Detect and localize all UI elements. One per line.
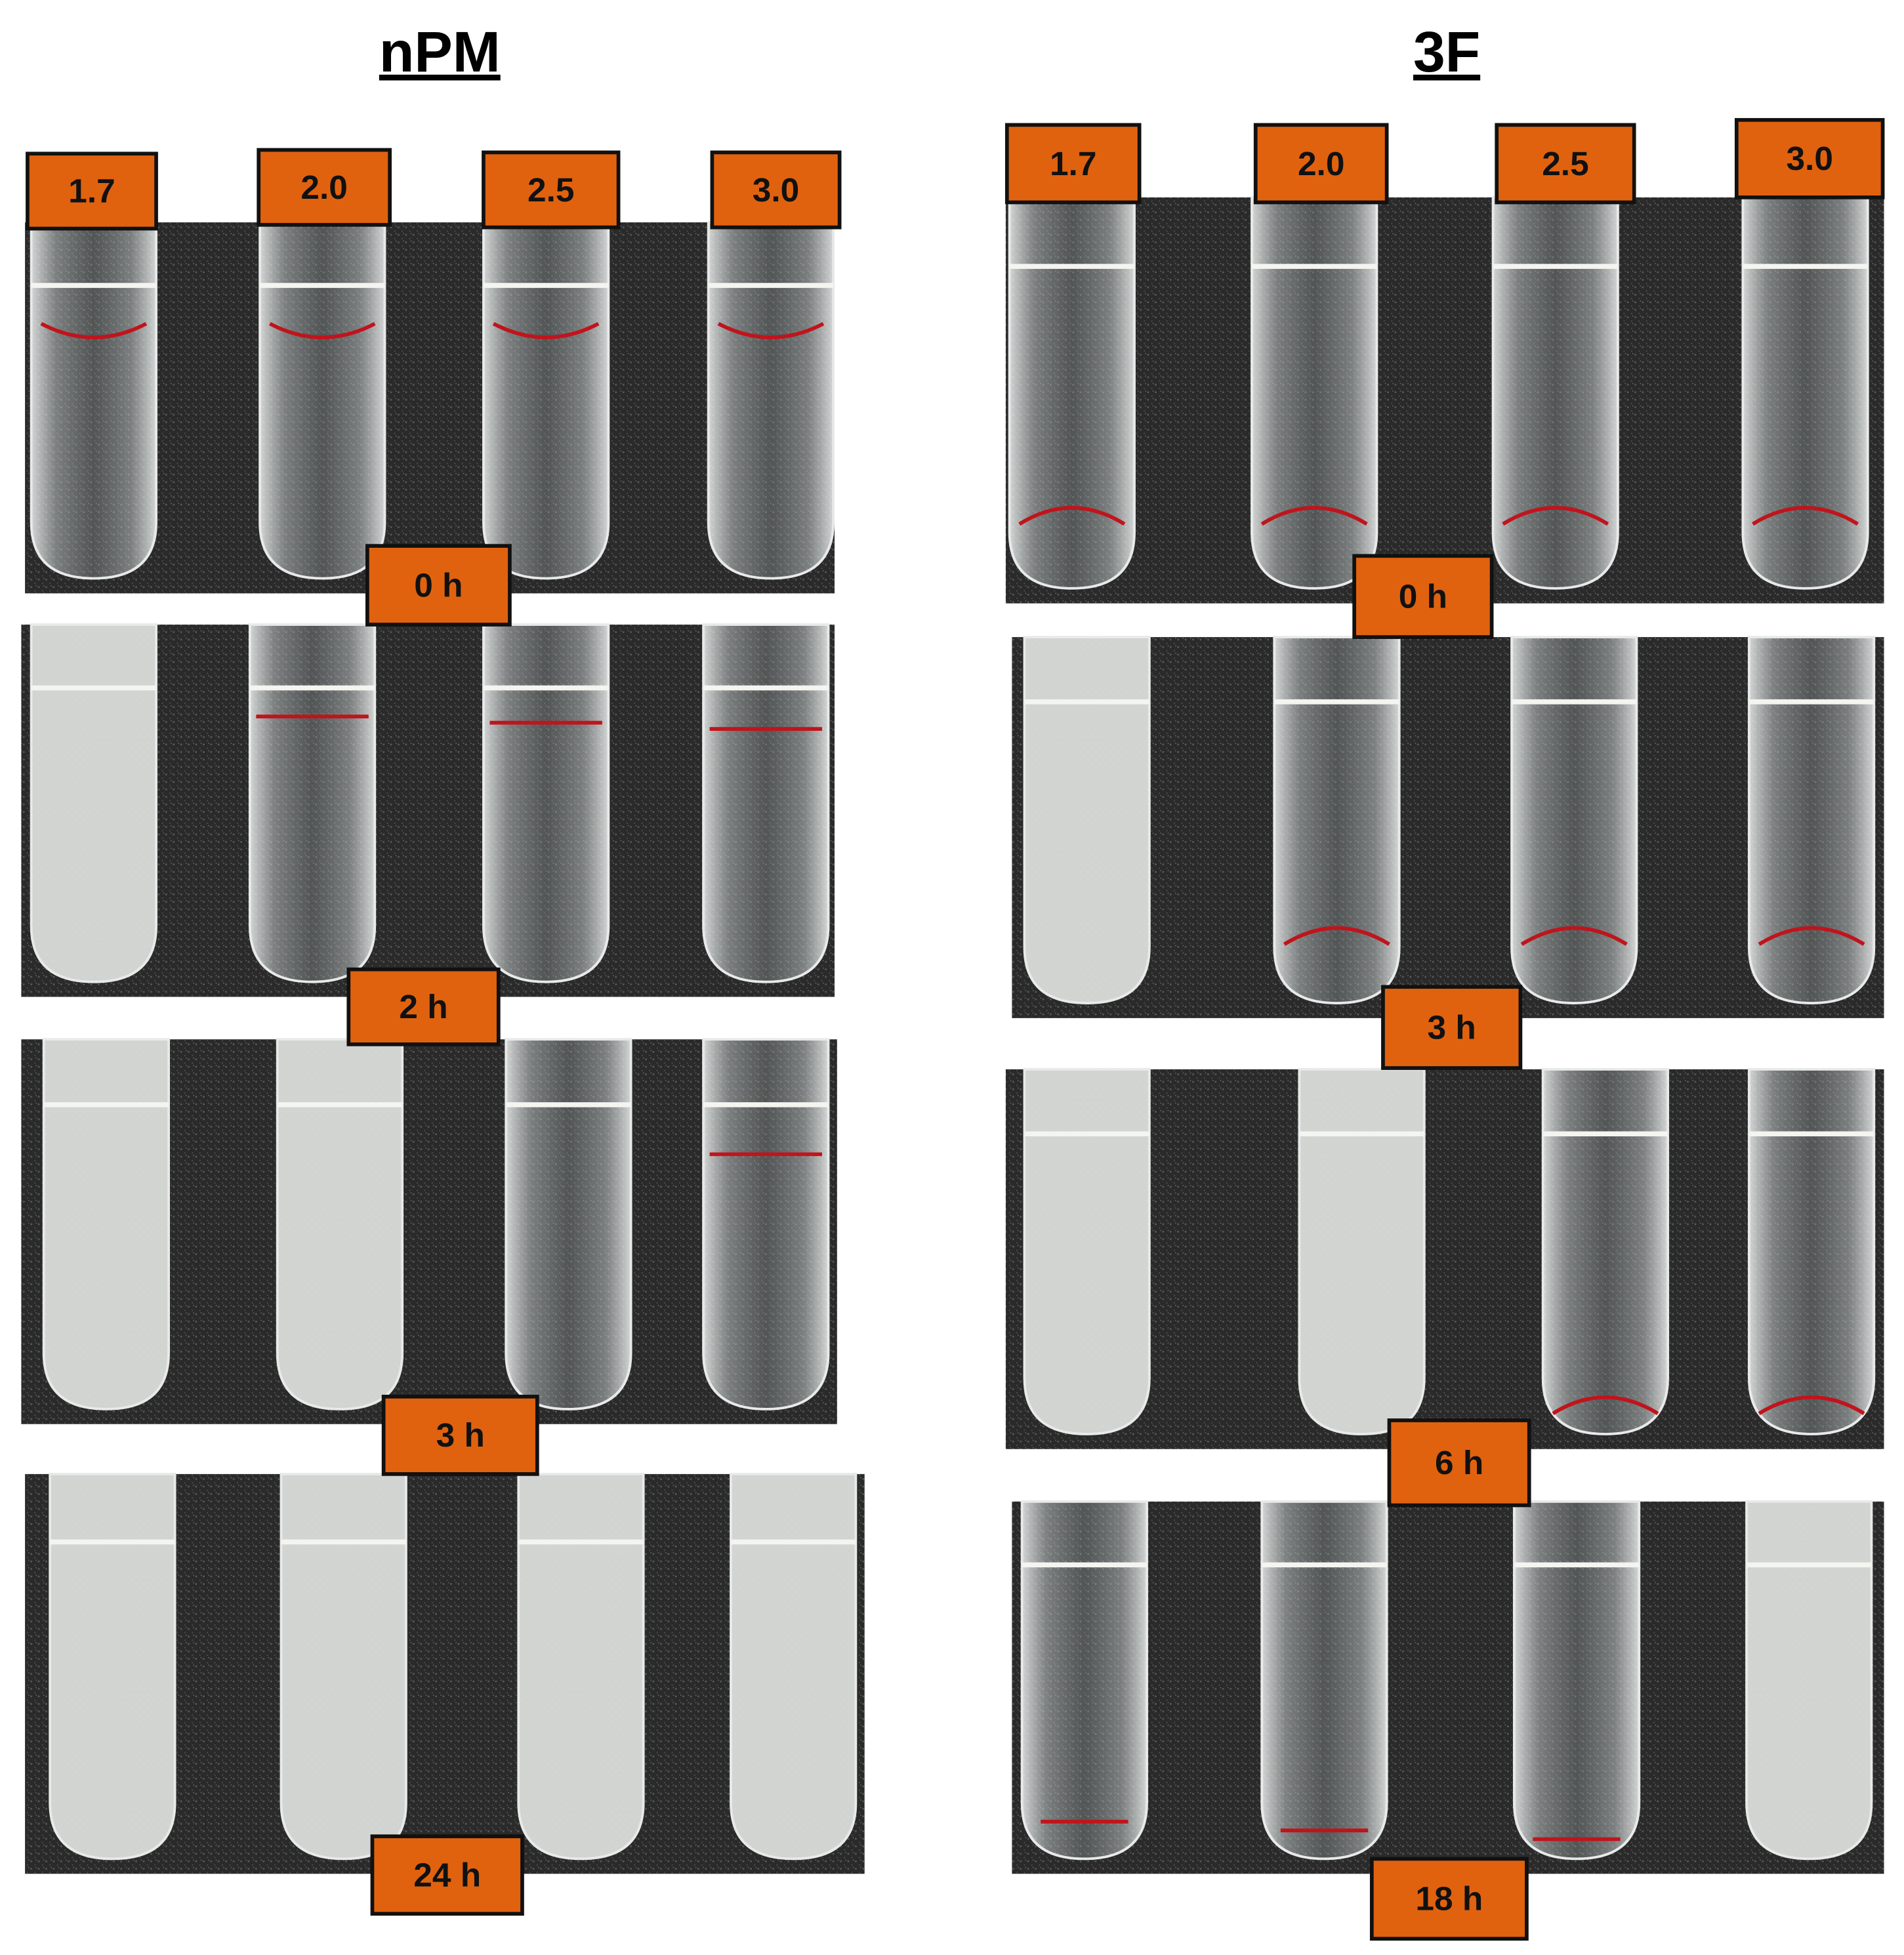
label-box [1381, 985, 1523, 1070]
label-box [1369, 1857, 1529, 1941]
concentration-label: 2.0 [300, 168, 347, 206]
test-tube [505, 1038, 632, 1410]
test-tube [702, 1038, 830, 1410]
test-tube [1747, 636, 1876, 1004]
photo [1012, 1500, 1884, 1874]
time-label: 2 h [399, 987, 447, 1025]
label-box [370, 1834, 524, 1916]
label-box [26, 152, 158, 231]
photo [25, 1472, 865, 1874]
test-tube [482, 221, 610, 580]
photo-background [25, 222, 835, 594]
time-label: 24 h [413, 1856, 481, 1894]
concentration-label: 1.7 [68, 172, 115, 210]
red-mark [1552, 1395, 1659, 1416]
red-mark [269, 321, 376, 340]
panel-title: nPM [379, 20, 501, 84]
concentration-label: 2.0 [1298, 144, 1344, 182]
label-box [257, 148, 392, 227]
test-tube [1747, 1068, 1876, 1435]
photo-background [1012, 1501, 1884, 1874]
test-tube [1260, 1500, 1388, 1861]
test-tube [1023, 1068, 1151, 1435]
test-tube [1008, 196, 1136, 590]
label-box [1734, 117, 1885, 199]
red-mark [1260, 506, 1368, 526]
test-tube [482, 623, 610, 983]
test-tube [1251, 196, 1378, 590]
time-label: 18 h [1415, 1880, 1483, 1918]
red-mark [717, 321, 825, 340]
test-tube [702, 623, 830, 983]
time-label: 6 h [1435, 1443, 1483, 1481]
concentration-label: 3.0 [753, 171, 799, 209]
concentration-label: 2.5 [1542, 144, 1588, 182]
label-box [482, 150, 621, 230]
photo [21, 623, 835, 997]
concentration-label: 3.0 [1786, 139, 1832, 177]
test-tube [259, 221, 386, 580]
photo [21, 1038, 837, 1424]
test-tube [1273, 636, 1401, 1004]
test-tube [1510, 636, 1638, 1004]
test-tube [248, 623, 377, 983]
test-tube [1298, 1068, 1426, 1435]
label-box [1495, 123, 1636, 205]
time-label: 3 h [1428, 1008, 1476, 1046]
test-tube [30, 221, 157, 580]
panel-title: 3F [1413, 20, 1480, 84]
test-tube [1023, 636, 1151, 1004]
concentration-label: 1.7 [1050, 144, 1096, 182]
label-box [710, 150, 842, 230]
photo-background [1012, 637, 1884, 1018]
red-mark [1018, 506, 1126, 526]
red-mark [1752, 506, 1859, 526]
test-tube [1020, 1500, 1148, 1861]
red-mark [492, 321, 600, 340]
time-label: 0 h [414, 566, 463, 604]
time-label: 0 h [1399, 577, 1447, 615]
label-box [1352, 554, 1494, 639]
photo-background [1005, 197, 1884, 604]
photo [1005, 196, 1884, 604]
red-mark [1283, 926, 1390, 946]
test-tube [1512, 1500, 1641, 1861]
test-tube [276, 1038, 404, 1410]
label-box [365, 544, 512, 627]
test-tube [42, 1038, 170, 1410]
test-tube [49, 1472, 176, 1861]
test-tube [1745, 1500, 1873, 1861]
test-tube [1541, 1068, 1669, 1435]
test-tube [1741, 196, 1869, 590]
test-tube [1491, 196, 1619, 590]
photo [1012, 636, 1884, 1018]
label-box [1387, 1418, 1531, 1508]
label-box [346, 967, 501, 1046]
time-label: 3 h [436, 1416, 485, 1454]
test-tube [707, 221, 835, 580]
red-mark [1758, 1395, 1865, 1416]
photo [1005, 1068, 1884, 1449]
photo-background [1005, 1069, 1884, 1449]
red-mark [1502, 506, 1609, 526]
concentration-label: 2.5 [528, 171, 574, 209]
test-tube [517, 1472, 645, 1861]
red-mark [1520, 926, 1628, 946]
test-tube [279, 1472, 407, 1861]
red-mark [40, 321, 148, 340]
red-mark [1758, 926, 1865, 946]
label-box [1253, 123, 1389, 205]
photo [25, 221, 835, 594]
label-box [381, 1394, 539, 1476]
label-box [1004, 123, 1142, 205]
test-tube [730, 1472, 858, 1861]
test-tube [30, 623, 157, 983]
